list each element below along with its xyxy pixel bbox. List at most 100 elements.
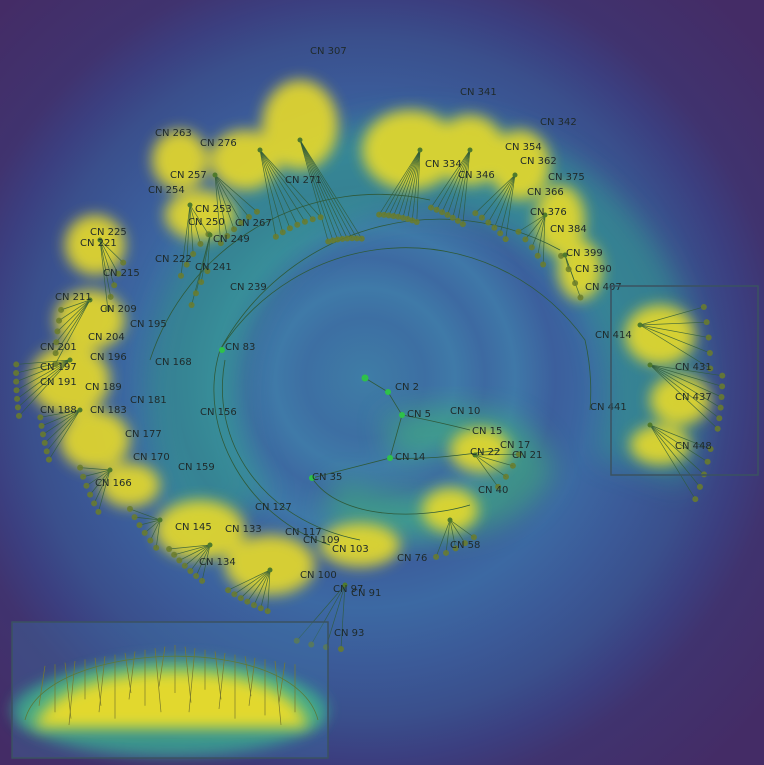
leaf-node[interactable] [286, 225, 293, 232]
leaf-node[interactable] [104, 305, 111, 312]
leaf-node[interactable] [37, 414, 44, 421]
leaf-node[interactable] [56, 317, 63, 324]
internal-node[interactable] [207, 232, 213, 238]
leaf-node[interactable] [452, 545, 459, 552]
leaf-node[interactable] [577, 294, 584, 301]
leaf-node[interactable] [717, 404, 724, 411]
leaf-node[interactable] [390, 212, 397, 219]
internal-node[interactable] [512, 172, 518, 178]
internal-node[interactable] [637, 322, 643, 328]
leaf-node[interactable] [217, 240, 224, 247]
leaf-node[interactable] [83, 482, 90, 489]
leaf-node[interactable] [540, 261, 547, 268]
overview-inset[interactable] [11, 621, 329, 759]
leaf-node[interactable] [334, 236, 341, 243]
internal-node[interactable] [212, 172, 218, 178]
leaf-node[interactable] [147, 537, 154, 544]
leaf-node[interactable] [52, 350, 59, 357]
internal-node[interactable] [647, 362, 653, 368]
leaf-node[interactable] [13, 361, 20, 368]
leaf-node[interactable] [43, 448, 50, 455]
leaf-node[interactable] [177, 272, 184, 279]
leaf-node[interactable] [444, 211, 451, 218]
leaf-node[interactable] [58, 306, 65, 313]
leaf-node[interactable] [183, 261, 190, 268]
leaf-node[interactable] [272, 233, 279, 240]
leaf-node[interactable] [14, 404, 21, 411]
leaf-node[interactable] [427, 204, 434, 211]
leaf-node[interactable] [353, 235, 360, 242]
leaf-node[interactable] [454, 217, 461, 224]
leaf-node[interactable] [433, 206, 440, 213]
leaf-node[interactable] [409, 217, 416, 224]
leaf-node[interactable] [337, 645, 344, 652]
node-cn5[interactable] [399, 412, 405, 418]
leaf-node[interactable] [703, 319, 710, 326]
leaf-node[interactable] [439, 209, 446, 216]
leaf-node[interactable] [193, 573, 200, 580]
leaf-node[interactable] [404, 216, 411, 223]
leaf-node[interactable] [308, 641, 315, 648]
internal-node[interactable] [447, 517, 453, 523]
internal-node[interactable] [417, 147, 423, 153]
leaf-node[interactable] [339, 235, 346, 242]
leaf-node[interactable] [136, 522, 143, 529]
leaf-node[interactable] [166, 546, 173, 553]
leaf-node[interactable] [317, 214, 324, 221]
leaf-node[interactable] [707, 446, 714, 453]
node-cn2[interactable] [385, 389, 391, 395]
leaf-node[interactable] [558, 252, 565, 259]
leaf-node[interactable] [13, 370, 20, 377]
leaf-node[interactable] [565, 266, 572, 273]
leaf-node[interactable] [294, 221, 301, 228]
leaf-node[interactable] [443, 549, 450, 556]
leaf-node[interactable] [192, 290, 199, 297]
leaf-node[interactable] [534, 252, 541, 259]
leaf-node[interactable] [301, 218, 308, 225]
leaf-node[interactable] [714, 425, 721, 432]
internal-node[interactable] [67, 357, 73, 363]
leaf-node[interactable] [707, 365, 714, 372]
leaf-node[interactable] [705, 334, 712, 341]
leaf-node[interactable] [344, 235, 351, 242]
leaf-node[interactable] [325, 238, 332, 245]
internal-node[interactable] [77, 407, 83, 413]
leaf-node[interactable] [171, 551, 178, 558]
leaf-node[interactable] [188, 301, 195, 308]
leaf-node[interactable] [472, 210, 479, 217]
leaf-node[interactable] [718, 394, 725, 401]
leaf-node[interactable] [126, 505, 133, 512]
internal-node[interactable] [107, 467, 113, 473]
leaf-node[interactable] [41, 439, 48, 446]
internal-node[interactable] [467, 147, 473, 153]
leaf-node[interactable] [197, 240, 204, 247]
node-cn14[interactable] [387, 455, 393, 461]
leaf-node[interactable] [459, 221, 466, 228]
leaf-node[interactable] [107, 293, 114, 300]
leaf-node[interactable] [231, 226, 238, 233]
leaf-node[interactable] [461, 540, 468, 547]
leaf-node[interactable] [87, 491, 94, 498]
leaf-node[interactable] [349, 235, 356, 242]
leaf-node[interactable] [115, 270, 122, 277]
internal-node[interactable] [97, 237, 103, 243]
leaf-node[interactable] [190, 250, 197, 257]
leaf-node[interactable] [522, 236, 529, 243]
internal-node[interactable] [157, 517, 163, 523]
leaf-node[interactable] [495, 483, 502, 490]
leaf-node[interactable] [231, 591, 238, 598]
leaf-node[interactable] [95, 508, 102, 515]
leaf-node[interactable] [692, 496, 699, 503]
leaf-node[interactable] [704, 458, 711, 465]
leaf-node[interactable] [141, 529, 148, 536]
node-cn35[interactable] [309, 475, 315, 481]
internal-node[interactable] [542, 212, 548, 218]
leaf-node[interactable] [120, 259, 127, 266]
leaf-node[interactable] [700, 303, 707, 310]
leaf-node[interactable] [257, 605, 264, 612]
leaf-node[interactable] [485, 219, 492, 226]
leaf-node[interactable] [244, 598, 251, 605]
leaf-node[interactable] [199, 577, 206, 584]
leaf-node[interactable] [245, 214, 252, 221]
internal-node[interactable] [297, 137, 303, 143]
